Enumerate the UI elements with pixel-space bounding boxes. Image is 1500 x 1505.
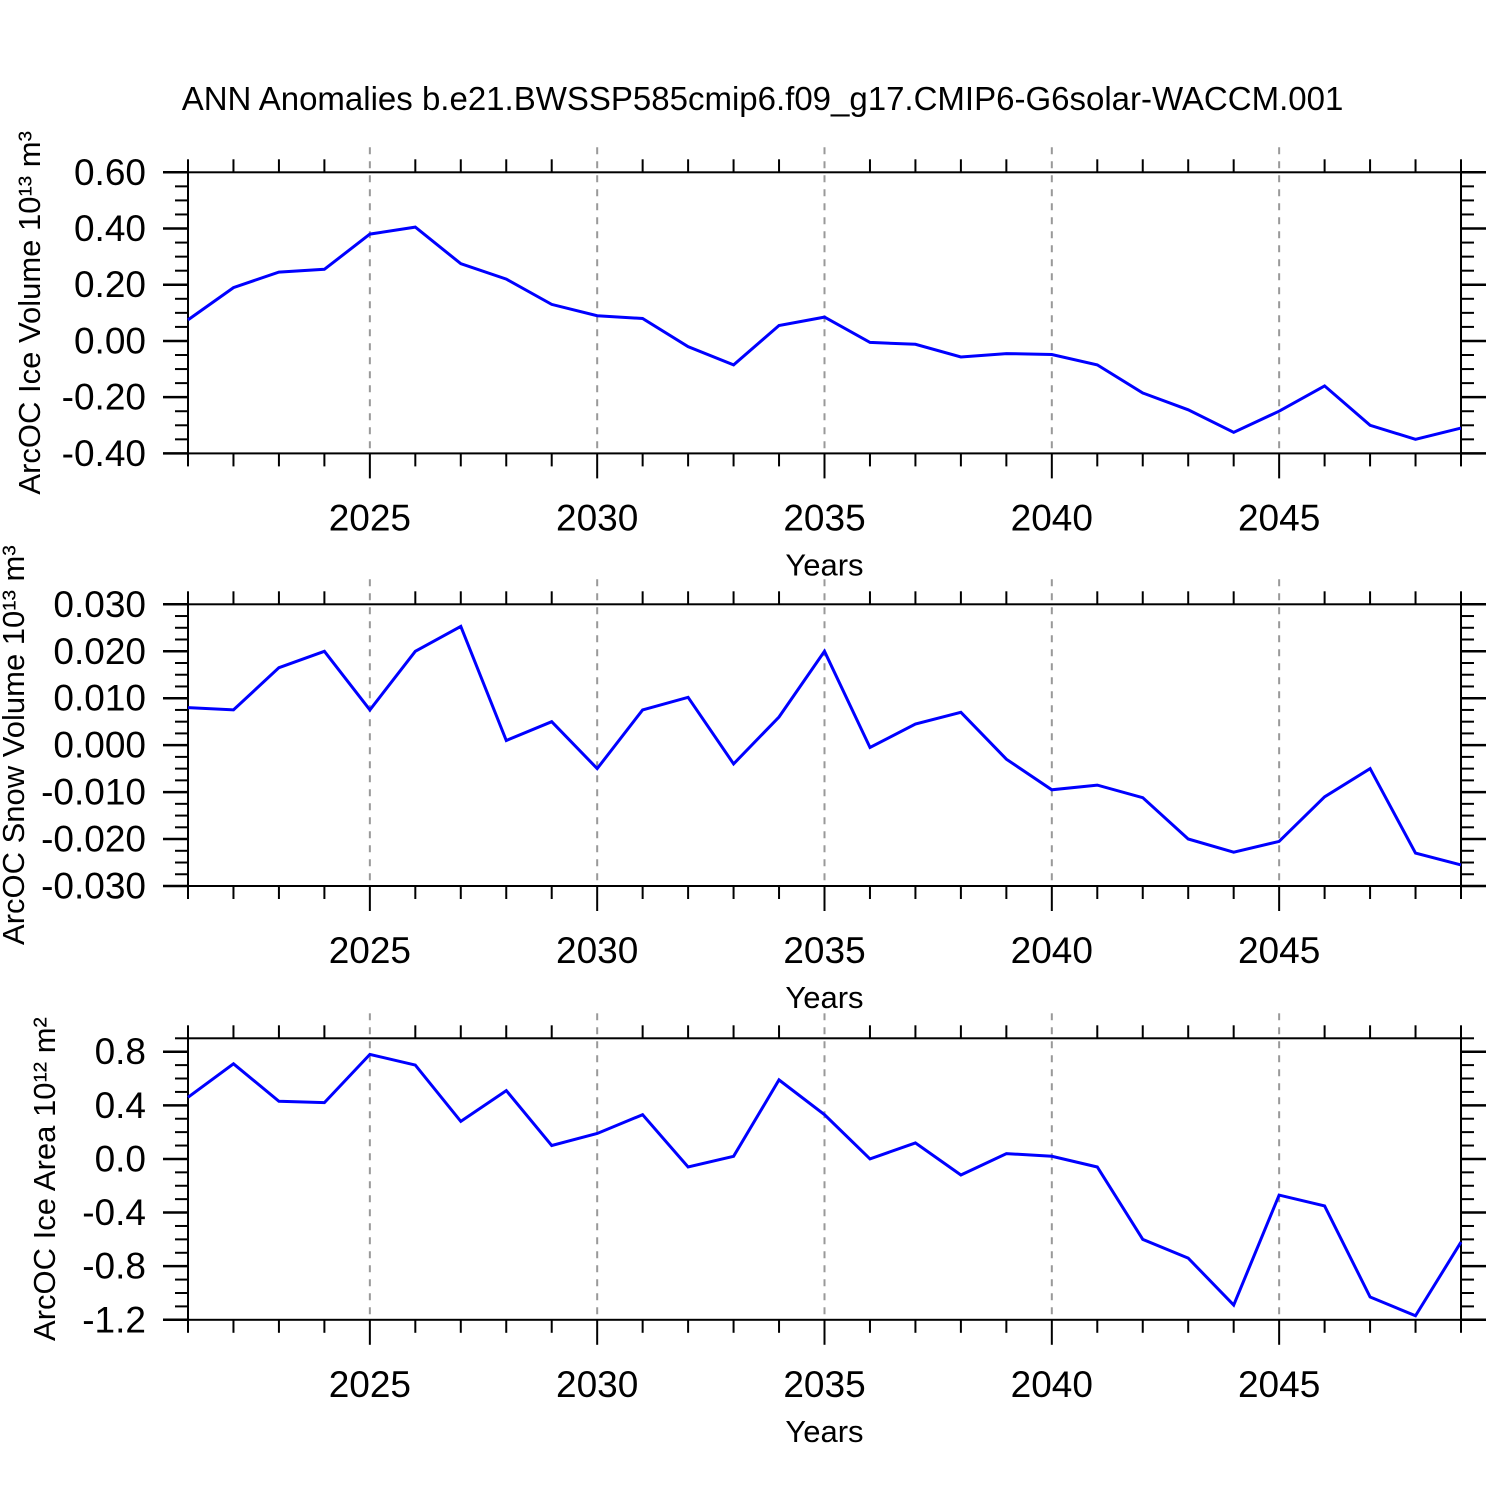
- panel-ice-volume: 0.60 0.40 0.20 0.00 -0.20 -0.40 2025 2030 2035 20…: [12, 131, 1486, 582]
- y-tick-label: -0.40: [62, 433, 146, 474]
- x-tick-label: 2030: [556, 1364, 638, 1405]
- x-tick-label: 2045: [1238, 930, 1320, 971]
- y-tick-label: 0.010: [53, 678, 146, 719]
- y-axis-title: ArcOC Ice Volume 10¹³ m³: [12, 131, 47, 494]
- y-tick-label: 0.00: [74, 320, 146, 361]
- x-tick-label: 2035: [783, 1364, 865, 1405]
- x-axis-title: Years: [785, 547, 863, 582]
- panel-ice-area: 0.8 0.4 0.0 -0.4 -0.8 -1.2 2025 2030 2035 2040 204…: [27, 1013, 1486, 1449]
- panel-border: [187, 171, 1462, 455]
- chart-title: ANN Anomalies b.e21.BWSSP585cmip6.f09_g1…: [181, 80, 1344, 117]
- y-tick-label: -1.2: [82, 1299, 146, 1340]
- x-tick-label: 2040: [1011, 930, 1093, 971]
- y-tick-label: -0.010: [41, 772, 146, 813]
- x-tick-label: 2040: [1011, 497, 1093, 538]
- y-tick-label: 0.030: [53, 584, 146, 625]
- x-tick-label: 2035: [783, 497, 865, 538]
- x-tick-label: 2045: [1238, 1364, 1320, 1405]
- y-tick-label: -0.020: [41, 819, 146, 860]
- series-line-snow-volume: [187, 624, 1462, 867]
- y-axis-title: ArcOC Ice Area 10¹² m²: [27, 1017, 62, 1341]
- y-tick-label: 0.40: [74, 208, 146, 249]
- panel-snow-volume: 0.030 0.020 0.010 0.000 -0.010 -0.020 -0.030 20…: [0, 545, 1486, 1015]
- y-tick-label: -0.8: [82, 1246, 146, 1287]
- y-tick-label: -0.4: [82, 1192, 146, 1233]
- x-tick-label: 2030: [556, 497, 638, 538]
- y-tick-label: -0.030: [41, 866, 146, 907]
- x-tick-label: 2025: [329, 930, 411, 971]
- y-tick-label: 0.60: [74, 152, 146, 193]
- y-tick-label: 0.8: [95, 1031, 146, 1072]
- x-tick-label: 2045: [1238, 497, 1320, 538]
- x-axis-title: Years: [785, 980, 863, 1015]
- y-tick-label: 0.0: [95, 1138, 146, 1179]
- x-tick-label: 2025: [329, 1364, 411, 1405]
- y-axis-title: ArcOC Snow Volume 10¹³ m³: [0, 545, 31, 945]
- series-line-ice-volume: [187, 225, 1462, 441]
- y-tick-label: -0.20: [62, 377, 146, 418]
- x-tick-label: 2025: [329, 497, 411, 538]
- y-tick-label: 0.000: [53, 725, 146, 766]
- y-tick-label: 0.20: [74, 264, 146, 305]
- x-tick-label: 2030: [556, 930, 638, 971]
- panel-border: [187, 1037, 1462, 1321]
- x-axis-title: Years: [785, 1414, 863, 1449]
- y-tick-label: 0.020: [53, 631, 146, 672]
- x-tick-label: 2035: [783, 930, 865, 971]
- series-line-ice-area: [187, 1052, 1463, 1318]
- y-tick-label: 0.4: [95, 1085, 146, 1126]
- x-tick-label: 2040: [1011, 1364, 1093, 1405]
